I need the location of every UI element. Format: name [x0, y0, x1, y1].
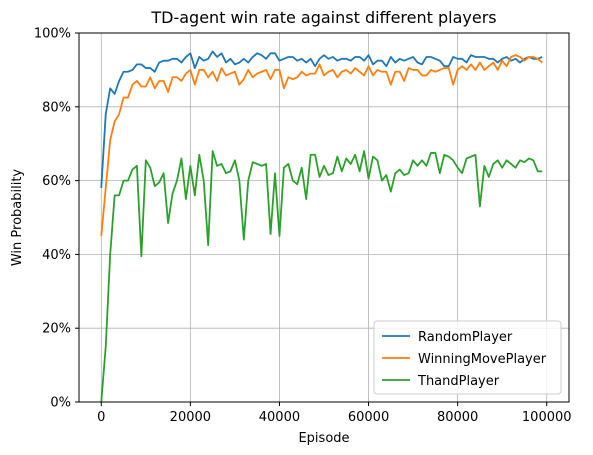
- x-tick-label: 40000: [259, 410, 300, 425]
- y-tick-label: 80%: [42, 100, 71, 115]
- x-tick-label: 100000: [522, 410, 572, 425]
- chart-title: TD-agent win rate against different play…: [150, 8, 496, 27]
- legend-label: ThandPlayer: [417, 374, 500, 389]
- y-tick-label: 40%: [42, 248, 71, 263]
- x-tick-label: 0: [97, 410, 105, 425]
- legend-label: RandomPlayer: [418, 330, 513, 345]
- y-axis-ticks: 0% 20% 40% 60% 80% 100%: [34, 27, 79, 411]
- legend-box: [373, 320, 562, 395]
- y-axis-label: Win Probability: [10, 169, 25, 267]
- y-tick-label: 20%: [42, 322, 71, 337]
- y-tick-label: 60%: [42, 174, 71, 189]
- legend: RandomPlayer WinningMovePlayer ThandPlayer: [373, 320, 562, 395]
- x-tick-label: 80000: [437, 410, 478, 425]
- series-group: [100, 50, 543, 403]
- x-axis-label: Episode: [298, 431, 349, 446]
- x-axis-ticks: 0 20000 40000 60000 80000 100000: [97, 402, 572, 425]
- y-tick-label: 100%: [34, 27, 71, 42]
- y-tick-label: 0%: [50, 396, 71, 411]
- grid: [79, 32, 569, 403]
- series-line-thandplayer: [100, 150, 543, 403]
- legend-label: WinningMovePlayer: [418, 352, 547, 367]
- x-tick-label: 20000: [170, 410, 211, 425]
- series-line-winningmoveplayer: [100, 54, 543, 237]
- plot-frame: [78, 32, 570, 403]
- x-tick-label: 60000: [348, 410, 389, 425]
- series-line-randomplayer: [100, 50, 543, 189]
